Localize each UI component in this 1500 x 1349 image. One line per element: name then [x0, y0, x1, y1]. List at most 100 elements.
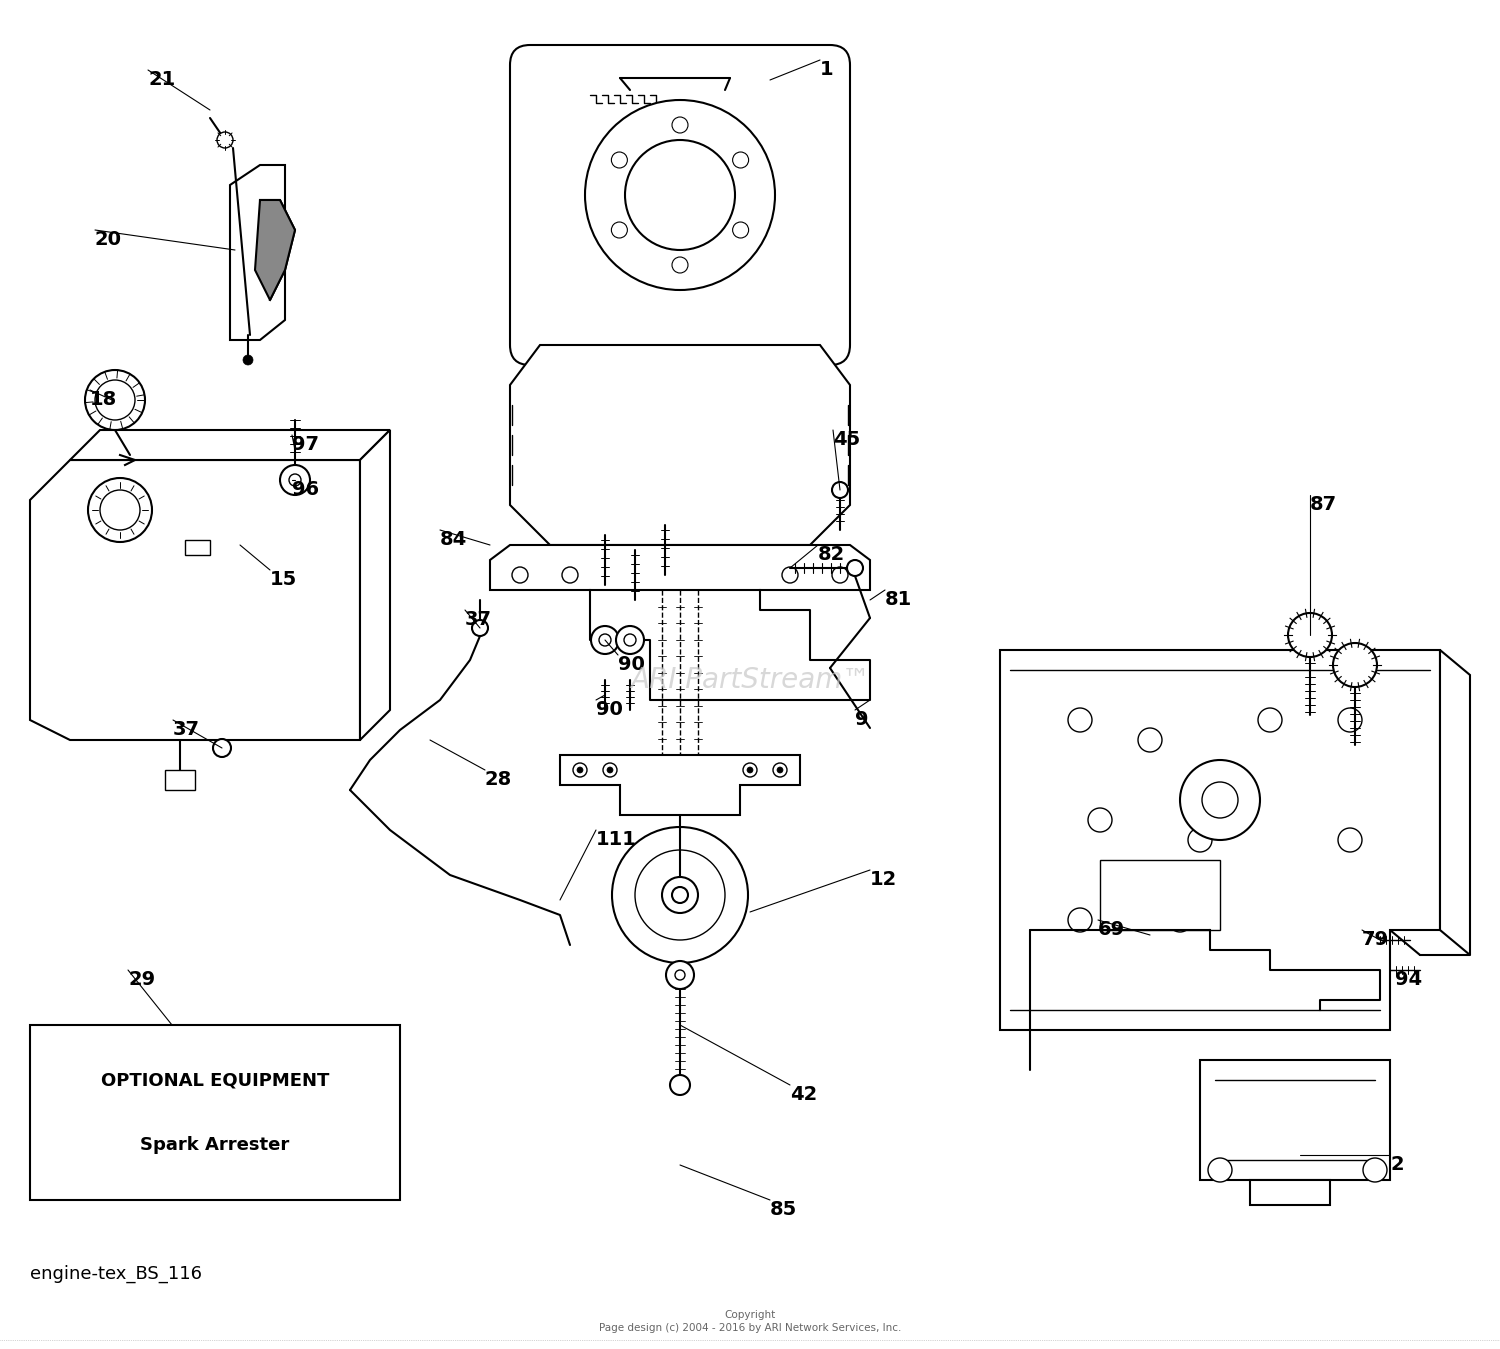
- Bar: [1250, 1180, 1330, 1205]
- Text: 96: 96: [292, 480, 320, 499]
- Circle shape: [742, 764, 758, 777]
- Text: 1: 1: [821, 59, 834, 80]
- Circle shape: [782, 567, 798, 583]
- Circle shape: [472, 621, 488, 635]
- Circle shape: [747, 768, 753, 773]
- Text: 81: 81: [885, 590, 912, 608]
- Circle shape: [573, 764, 586, 777]
- Circle shape: [1364, 1157, 1388, 1182]
- Circle shape: [290, 473, 302, 486]
- Circle shape: [662, 877, 698, 913]
- Circle shape: [86, 370, 146, 430]
- Text: 111: 111: [596, 830, 638, 849]
- Text: 97: 97: [292, 434, 320, 455]
- Circle shape: [675, 970, 686, 979]
- Circle shape: [1334, 643, 1377, 687]
- Bar: [165, 770, 195, 791]
- Circle shape: [280, 465, 310, 495]
- Circle shape: [608, 768, 613, 773]
- Polygon shape: [1200, 1060, 1390, 1180]
- Circle shape: [672, 888, 688, 902]
- Text: 20: 20: [94, 229, 122, 250]
- Circle shape: [562, 567, 578, 583]
- Text: 12: 12: [870, 870, 897, 889]
- Text: 15: 15: [270, 571, 297, 590]
- Polygon shape: [510, 345, 850, 545]
- Circle shape: [732, 152, 748, 169]
- Circle shape: [666, 960, 694, 989]
- Text: 84: 84: [440, 530, 468, 549]
- Polygon shape: [1440, 650, 1470, 955]
- Circle shape: [777, 768, 783, 773]
- Text: 82: 82: [818, 545, 846, 564]
- Circle shape: [1168, 908, 1192, 932]
- Polygon shape: [490, 545, 870, 590]
- Text: 29: 29: [128, 970, 154, 989]
- Text: ARI PartStream™: ARI PartStream™: [630, 666, 870, 693]
- Bar: [1100, 861, 1220, 929]
- Text: 69: 69: [1098, 920, 1125, 939]
- Polygon shape: [360, 430, 390, 741]
- Circle shape: [626, 140, 735, 250]
- Polygon shape: [1000, 650, 1440, 1031]
- Circle shape: [1088, 808, 1112, 832]
- Polygon shape: [255, 200, 296, 299]
- Circle shape: [612, 223, 627, 237]
- Text: 37: 37: [172, 720, 200, 739]
- Text: 79: 79: [1362, 929, 1389, 948]
- Circle shape: [1138, 728, 1162, 751]
- Circle shape: [88, 478, 152, 542]
- Circle shape: [94, 380, 135, 420]
- Bar: [30, 1025, 401, 1201]
- Circle shape: [100, 490, 140, 530]
- Circle shape: [670, 1075, 690, 1095]
- Text: Copyright: Copyright: [724, 1310, 776, 1321]
- Text: 18: 18: [90, 390, 117, 409]
- Circle shape: [847, 560, 862, 576]
- Text: 2: 2: [1390, 1155, 1404, 1174]
- Bar: [184, 540, 210, 554]
- Circle shape: [591, 626, 620, 654]
- Polygon shape: [230, 165, 285, 340]
- Circle shape: [578, 768, 584, 773]
- Circle shape: [217, 132, 232, 148]
- Text: 42: 42: [790, 1085, 818, 1103]
- Circle shape: [772, 764, 788, 777]
- Circle shape: [833, 482, 848, 498]
- Circle shape: [1068, 908, 1092, 932]
- Circle shape: [612, 152, 627, 169]
- Circle shape: [213, 739, 231, 757]
- Circle shape: [598, 634, 610, 646]
- Circle shape: [1288, 612, 1332, 657]
- Circle shape: [585, 100, 776, 290]
- Polygon shape: [70, 430, 390, 460]
- Circle shape: [243, 355, 254, 366]
- Circle shape: [672, 258, 688, 272]
- Text: 37: 37: [465, 610, 492, 629]
- Text: engine-tex_BS_116: engine-tex_BS_116: [30, 1265, 202, 1283]
- Circle shape: [732, 223, 748, 237]
- Circle shape: [612, 827, 748, 963]
- Circle shape: [833, 567, 848, 583]
- Text: OPTIONAL EQUIPMENT: OPTIONAL EQUIPMENT: [100, 1071, 328, 1089]
- Circle shape: [1208, 1157, 1231, 1182]
- Circle shape: [603, 764, 616, 777]
- Circle shape: [512, 567, 528, 583]
- Text: 85: 85: [770, 1201, 798, 1219]
- Text: 45: 45: [833, 430, 861, 449]
- Circle shape: [634, 850, 724, 940]
- Text: 94: 94: [1395, 970, 1422, 989]
- Text: 90: 90: [618, 656, 645, 674]
- Text: Page design (c) 2004 - 2016 by ARI Network Services, Inc.: Page design (c) 2004 - 2016 by ARI Netwo…: [598, 1323, 902, 1333]
- Circle shape: [1258, 708, 1282, 733]
- Text: 90: 90: [596, 700, 622, 719]
- Circle shape: [1202, 782, 1237, 817]
- FancyBboxPatch shape: [510, 45, 850, 366]
- Circle shape: [1338, 708, 1362, 733]
- Text: 28: 28: [484, 770, 512, 789]
- Circle shape: [1068, 708, 1092, 733]
- Polygon shape: [560, 755, 800, 815]
- Text: 87: 87: [1310, 495, 1336, 514]
- Circle shape: [672, 117, 688, 134]
- Circle shape: [616, 626, 644, 654]
